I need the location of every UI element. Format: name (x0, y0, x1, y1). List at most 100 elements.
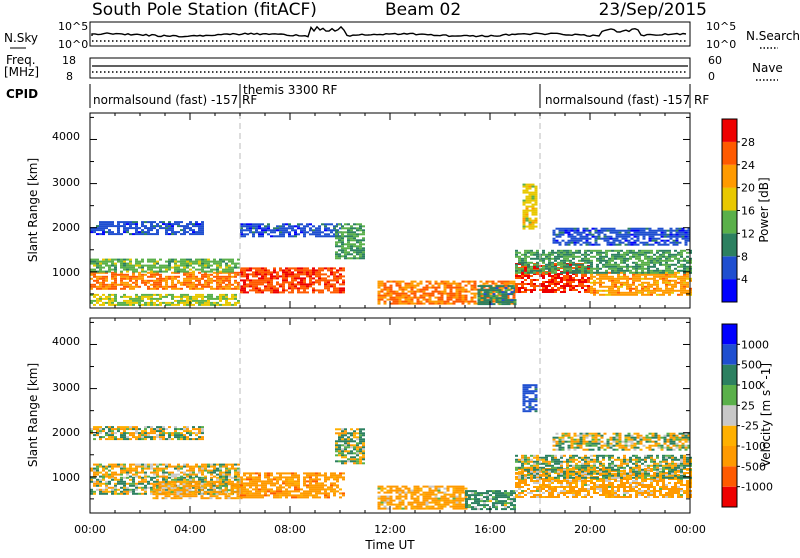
velocity-cell (255, 488, 258, 490)
power-cell (192, 284, 195, 286)
power-cell (300, 223, 303, 225)
power-cell (353, 231, 356, 233)
velocity-cell (147, 436, 150, 438)
power-cell (593, 290, 596, 292)
power-cell (315, 233, 318, 235)
velocity-cell (177, 432, 180, 434)
velocity-cell (162, 432, 165, 434)
power-cell (141, 225, 144, 227)
power-cell (333, 291, 336, 293)
power-cell (210, 294, 213, 296)
power-cell (650, 272, 653, 274)
velocity-cell (216, 497, 219, 499)
power-cell (341, 227, 344, 229)
power-region-7 (378, 281, 516, 305)
power-cell (258, 277, 261, 279)
velocity-cell (144, 474, 147, 476)
power-cell (117, 223, 120, 225)
power-cell (222, 261, 225, 263)
power-cell (515, 256, 518, 258)
power-cell (219, 298, 222, 300)
velocity-cell (189, 474, 192, 476)
power-cell (399, 303, 402, 305)
power-cell (300, 271, 303, 273)
power-cell (478, 297, 481, 299)
power-cell (108, 300, 111, 302)
power-cell (683, 264, 686, 266)
power-cell (411, 287, 414, 289)
velocity-cell (165, 428, 168, 430)
power-cell (444, 293, 447, 295)
power-cell (478, 293, 481, 295)
power-cell (135, 300, 138, 302)
power-cell (566, 277, 569, 279)
power-cell (411, 299, 414, 301)
power-cell (335, 235, 338, 237)
velocity-cell (159, 485, 162, 487)
power-cell (156, 300, 159, 302)
power-cell (584, 272, 587, 274)
power-cell (114, 288, 117, 290)
velocity-cell (120, 477, 123, 479)
power-cell (258, 225, 261, 227)
power-cell (347, 229, 350, 231)
power-cell (264, 285, 267, 287)
power-cell (264, 227, 267, 229)
power-cell (602, 272, 605, 274)
power-cell (611, 264, 614, 266)
power-cell (344, 253, 347, 255)
power-cell (646, 244, 649, 246)
velocity-cell (306, 494, 309, 496)
power-cell (649, 236, 652, 238)
power-cell (249, 227, 252, 229)
power-cell (605, 266, 608, 268)
power-cell (535, 204, 538, 206)
power-cell (264, 225, 267, 227)
velocity-cell (324, 484, 327, 486)
power-cell (279, 291, 282, 293)
velocity-cell (210, 491, 213, 493)
velocity-cell (246, 494, 249, 496)
power-cell (300, 273, 303, 275)
power-cell (471, 299, 474, 301)
power-cell (590, 274, 593, 276)
power-cell (126, 265, 129, 267)
power-cell (686, 252, 689, 254)
power-cell (619, 234, 622, 236)
power-cell (362, 257, 365, 259)
power-cell (399, 287, 402, 289)
velocity-cell (105, 434, 108, 436)
power-cell (529, 222, 532, 224)
velocity-cell (327, 476, 330, 478)
power-cell (664, 234, 667, 236)
power-cell (524, 279, 527, 281)
power-cell (267, 279, 270, 281)
velocity-cell (261, 488, 264, 490)
power-cell (438, 299, 441, 301)
power-cell (668, 264, 671, 266)
power-cell (198, 284, 201, 286)
power-cell (147, 265, 150, 267)
power-cell (677, 278, 680, 280)
velocity-cell (123, 426, 126, 428)
velocity-cell (180, 434, 183, 436)
power-cell (535, 188, 538, 190)
power-cell (291, 283, 294, 285)
velocity-cell (338, 446, 341, 448)
power-cell (545, 258, 548, 260)
power-cell (396, 281, 399, 283)
power-cell (447, 293, 450, 295)
power-cell (554, 252, 557, 254)
power-cell (156, 304, 159, 306)
power-cell (132, 265, 135, 267)
velocity-cell (189, 487, 192, 489)
power-cell (195, 296, 198, 298)
power-cell (228, 304, 231, 306)
velocity-cell (168, 438, 171, 440)
power-cell (508, 301, 511, 303)
power-cell (623, 260, 626, 262)
power-cell (563, 279, 566, 281)
power-cell (165, 267, 168, 269)
power-cell (665, 282, 668, 284)
power-cell (171, 223, 174, 225)
